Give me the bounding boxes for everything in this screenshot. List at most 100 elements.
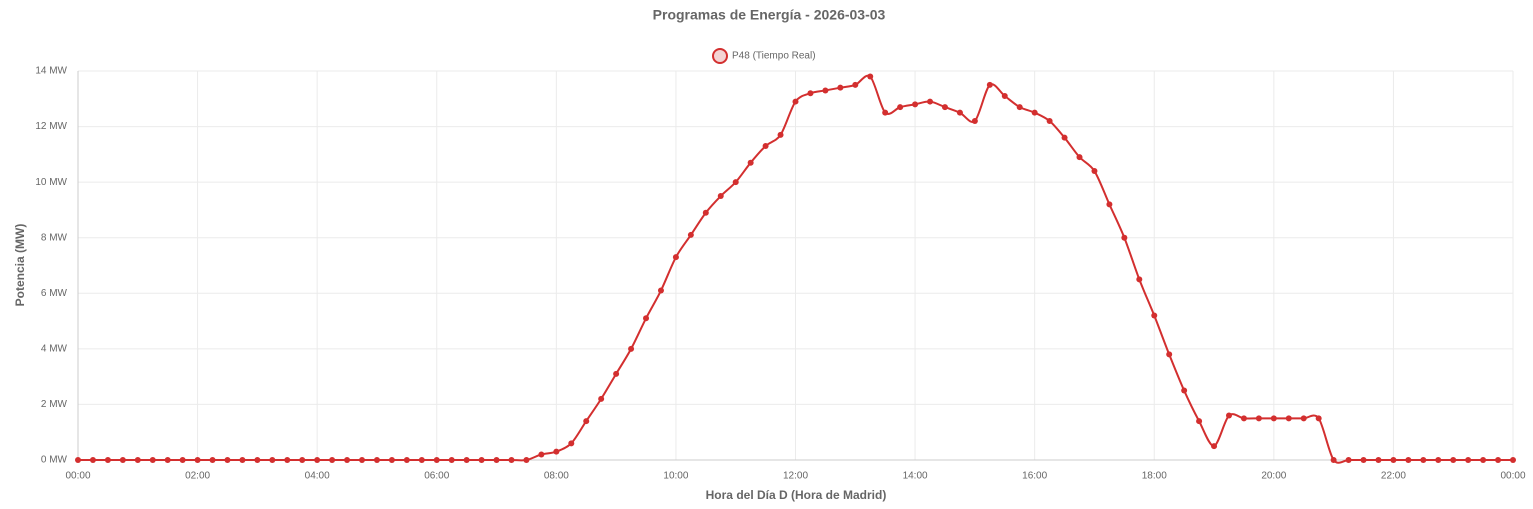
x-tick-label: 06:00	[424, 471, 449, 482]
data-point	[1285, 415, 1292, 422]
data-point	[702, 209, 709, 216]
data-point	[717, 193, 724, 200]
data-point	[1435, 457, 1442, 463]
data-point	[807, 90, 814, 97]
data-point	[1240, 415, 1247, 422]
x-tick-label: 20:00	[1261, 471, 1286, 482]
data-point	[598, 395, 605, 402]
x-tick-label: 14:00	[903, 471, 928, 482]
data-point	[448, 457, 455, 463]
data-point	[971, 118, 978, 125]
y-tick-label: 2 MW	[41, 399, 68, 410]
data-point	[254, 457, 261, 463]
data-point	[1300, 415, 1307, 422]
data-point	[1345, 457, 1352, 463]
data-point	[1270, 415, 1277, 422]
data-point	[1420, 457, 1427, 463]
y-tick-label: 8 MW	[41, 232, 68, 243]
data-point	[837, 84, 844, 91]
data-point	[897, 104, 904, 111]
data-point	[239, 457, 246, 463]
data-point	[1121, 234, 1128, 241]
data-point	[1510, 457, 1516, 463]
x-tick-label: 04:00	[305, 471, 330, 482]
data-point	[927, 98, 934, 105]
data-point	[373, 457, 380, 463]
data-point	[1255, 415, 1262, 422]
data-point	[134, 457, 141, 463]
data-point	[1076, 154, 1083, 161]
y-tick-label: 0 MW	[41, 455, 68, 466]
data-point	[403, 457, 410, 463]
data-point	[179, 457, 186, 463]
x-tick-label: 18:00	[1142, 471, 1167, 482]
data-point	[912, 101, 919, 108]
data-point	[643, 315, 650, 322]
data-point	[1136, 276, 1143, 283]
data-point	[269, 457, 276, 463]
data-point	[1480, 457, 1487, 463]
data-point	[762, 143, 769, 150]
data-point	[941, 104, 948, 111]
chart-title: Programas de Energía - 2026-03-03	[653, 7, 886, 23]
data-point	[314, 457, 321, 463]
data-point	[418, 457, 425, 463]
data-point	[224, 457, 231, 463]
data-point	[75, 457, 81, 463]
data-point	[628, 345, 635, 352]
data-point	[1106, 201, 1113, 208]
data-point	[463, 457, 470, 463]
data-point	[538, 451, 545, 458]
data-point	[852, 81, 859, 88]
data-point	[1450, 457, 1457, 463]
data-point	[747, 159, 754, 166]
data-point	[792, 98, 799, 105]
legend-marker	[712, 48, 728, 64]
data-point	[553, 448, 560, 455]
data-point	[388, 457, 395, 463]
data-point	[672, 254, 679, 261]
data-point	[1225, 412, 1232, 419]
data-point	[1046, 118, 1053, 125]
data-point	[359, 457, 366, 463]
x-tick-label: 00:00	[65, 471, 90, 482]
y-axis-label: Potencia (MW)	[13, 224, 27, 307]
x-tick-label: 12:00	[783, 471, 808, 482]
data-point	[1405, 457, 1412, 463]
data-point	[164, 457, 171, 463]
data-point	[1031, 109, 1038, 116]
data-point	[732, 179, 739, 186]
data-point	[822, 87, 829, 94]
data-point	[493, 457, 500, 463]
y-tick-label: 14 MW	[35, 66, 67, 77]
y-tick-label: 10 MW	[35, 177, 67, 188]
data-point	[1016, 104, 1023, 111]
data-point	[657, 287, 664, 294]
data-point	[508, 457, 515, 463]
data-point	[478, 457, 485, 463]
data-point	[882, 109, 889, 116]
data-point	[1211, 443, 1218, 450]
data-point	[329, 457, 336, 463]
x-tick-label: 02:00	[185, 471, 210, 482]
data-point	[344, 457, 351, 463]
data-point	[687, 231, 694, 238]
data-point	[1151, 312, 1158, 319]
data-point	[523, 457, 530, 463]
data-point	[1360, 457, 1367, 463]
data-point	[613, 370, 620, 377]
data-point	[956, 109, 963, 116]
data-point	[1495, 457, 1502, 463]
data-point	[1181, 387, 1188, 394]
x-tick-label: 16:00	[1022, 471, 1047, 482]
data-point	[867, 73, 874, 80]
data-point	[1166, 351, 1173, 358]
data-point	[209, 457, 216, 463]
data-point	[104, 457, 111, 463]
x-tick-label: 00:00	[1500, 471, 1525, 482]
data-point	[1390, 457, 1397, 463]
data-point	[986, 81, 993, 88]
data-point	[777, 131, 784, 138]
data-point	[433, 457, 440, 463]
